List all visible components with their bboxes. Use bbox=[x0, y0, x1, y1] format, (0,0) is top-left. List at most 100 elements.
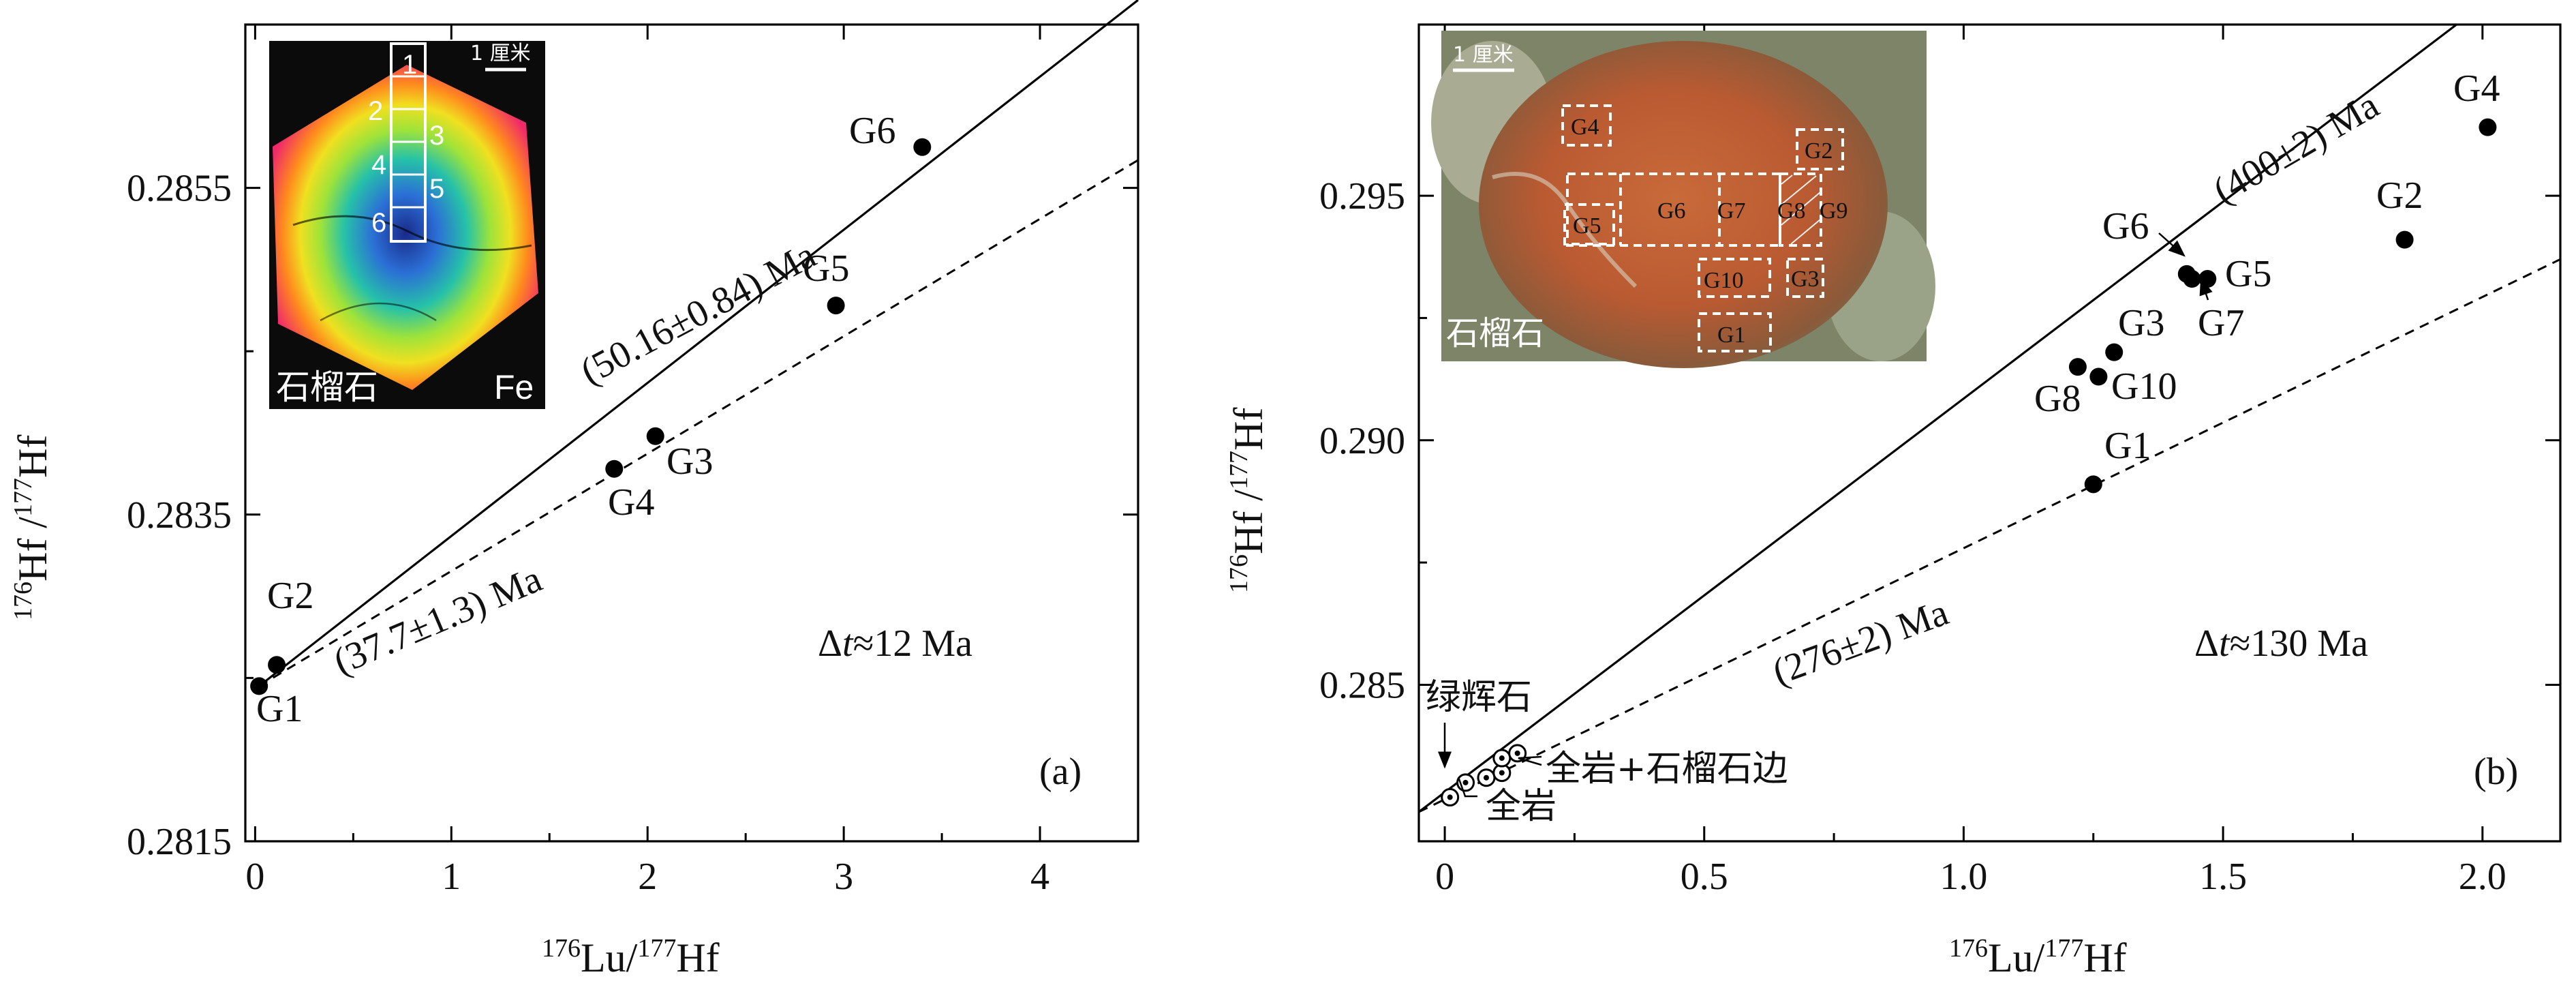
data-point-g4 bbox=[2479, 118, 2497, 136]
isochron-lines-b bbox=[1418, 23, 2561, 813]
callout-whole-rock: 全岩 bbox=[1486, 786, 1557, 827]
x-tick-label: 3 bbox=[834, 856, 853, 898]
inset-element-label: Fe bbox=[494, 368, 534, 406]
zone-label-g5: G5 bbox=[1573, 213, 1601, 239]
data-point-g2 bbox=[2395, 230, 2414, 249]
point-label-g1: G1 bbox=[256, 688, 303, 730]
data-point-g5 bbox=[2198, 270, 2217, 288]
data-points-b bbox=[1441, 118, 2497, 807]
data-point-g8 bbox=[2068, 358, 2087, 376]
x-tick-label: 1.0 bbox=[1939, 856, 1987, 898]
zone-label-g6: G6 bbox=[1657, 198, 1686, 224]
zone-label: 5 bbox=[429, 174, 444, 204]
arrow-g7 bbox=[2199, 277, 2213, 301]
inset-caption-b: 石榴石 bbox=[1446, 314, 1544, 352]
arrow-g6 bbox=[2158, 232, 2186, 257]
point-label-g5: G5 bbox=[803, 247, 849, 290]
zone-label: 4 bbox=[371, 150, 386, 180]
isochron-label-solid-b: (400±2) Ma bbox=[2207, 84, 2387, 212]
callout-bracket-whole-rock bbox=[1457, 777, 1477, 798]
x-tick-label: 2 bbox=[638, 856, 657, 898]
x-tick-label: 4 bbox=[1030, 856, 1049, 898]
callout-bracket-rim bbox=[1518, 755, 1542, 766]
zone-label-g4: G4 bbox=[1571, 115, 1599, 140]
data-point-g1 bbox=[2084, 475, 2102, 494]
x-tick-label: 0.5 bbox=[1681, 856, 1728, 898]
x-tick-label: 0 bbox=[245, 856, 264, 898]
zone-label: 6 bbox=[371, 208, 386, 238]
y-tick-label: 0.2855 bbox=[127, 168, 232, 210]
open-data-point-center bbox=[1447, 794, 1453, 800]
isochron-line-solid-b bbox=[1418, 23, 2457, 813]
garnet-photo-inset: G4 G2 G5 G6 G7 G8 G9 G10 G3 G1 1 厘米 石榴石 bbox=[1431, 31, 1935, 368]
panel-label-a: (a) bbox=[1039, 751, 1082, 793]
callout-whole-rock-rim: 全岩+石榴石边 bbox=[1546, 749, 1788, 789]
point-label-g7: G7 bbox=[2198, 302, 2244, 344]
open-data-point-center bbox=[1462, 779, 1469, 785]
point-label-g3: G3 bbox=[666, 440, 713, 483]
y-axis-label-b: 176Hf /177Hf bbox=[1225, 408, 1271, 593]
isochron-label-dashed-b: (276±2) Ma bbox=[1767, 591, 1954, 693]
zone-label-g10: G10 bbox=[1704, 268, 1744, 293]
open-data-point-center bbox=[1514, 750, 1520, 756]
x-axis-label-b: 176Lu/177Hf bbox=[1949, 934, 2127, 980]
ticks-b: 0 0.5 1.0 1.5 2.0 0.285 0.290 0.295 bbox=[1319, 25, 2560, 898]
isochron-label-solid-a: (50.16±0.84) Ma bbox=[574, 234, 823, 393]
zone-label: 1 bbox=[402, 50, 417, 80]
zone-label-g7: G7 bbox=[1717, 198, 1746, 224]
zone-label-g2: G2 bbox=[1805, 138, 1833, 164]
inset-scale-label: 1 厘米 bbox=[470, 42, 531, 65]
data-point-g4 bbox=[605, 460, 624, 478]
data-point-g5 bbox=[827, 297, 845, 315]
point-label-g2: G2 bbox=[267, 575, 313, 617]
point-label-g3: G3 bbox=[2118, 302, 2164, 344]
point-label-g1: G1 bbox=[2104, 425, 2151, 467]
inset-caption: 石榴石 bbox=[276, 367, 378, 407]
plot-frame-a bbox=[244, 23, 1139, 843]
x-axis-label-a: 176Lu/177Hf bbox=[542, 934, 720, 980]
data-point-g2 bbox=[268, 656, 286, 674]
panel-b: 0 0.5 1.0 1.5 2.0 0.285 0.290 0.295 bbox=[1225, 23, 2562, 980]
point-label-g5: G5 bbox=[2225, 253, 2271, 295]
inset-scale-label-b: 1 厘米 bbox=[1453, 43, 1514, 67]
data-point-g3 bbox=[646, 427, 664, 445]
data-point-g6 bbox=[913, 138, 932, 156]
point-label-g10: G10 bbox=[2111, 365, 2177, 408]
point-label-g4: G4 bbox=[2453, 67, 2500, 110]
x-tick-label: 1 bbox=[442, 856, 461, 898]
y-tick-label: 0.285 bbox=[1319, 664, 1405, 706]
point-label-g4: G4 bbox=[608, 481, 654, 524]
point-label-g6: G6 bbox=[849, 110, 895, 152]
y-tick-label: 0.295 bbox=[1319, 175, 1405, 217]
x-tick-label: 1.5 bbox=[2199, 856, 2247, 898]
open-data-point-center bbox=[1483, 774, 1489, 781]
data-points-a bbox=[250, 138, 932, 695]
delta-t-annotation-a: Δt≈12 Ma bbox=[818, 622, 972, 665]
data-point-g1 bbox=[250, 677, 269, 695]
open-data-point-center bbox=[1499, 770, 1505, 776]
point-label-g6: G6 bbox=[2102, 205, 2149, 247]
isochron-lines-a bbox=[258, 0, 1139, 687]
open-data-point-center bbox=[1499, 755, 1505, 762]
data-point-g10 bbox=[2089, 367, 2108, 386]
data-point-g7 bbox=[2183, 270, 2201, 288]
zone-label: 3 bbox=[429, 121, 444, 151]
y-axis-label-a: 176Hf /177Hf bbox=[9, 435, 55, 620]
zone-label-g9: G9 bbox=[1820, 198, 1848, 224]
y-tick-label: 0.2815 bbox=[127, 821, 232, 863]
delta-t-annotation-b: Δt≈130 Ma bbox=[2194, 622, 2368, 665]
isochron-line-dashed-a bbox=[258, 159, 1139, 687]
zone-label: 2 bbox=[368, 96, 383, 126]
point-label-g2: G2 bbox=[2376, 175, 2423, 217]
fe-map-inset: 1 2 3 4 5 6 1 厘米 石榴石 Fe bbox=[269, 41, 545, 409]
zone-label-g1: G1 bbox=[1717, 322, 1746, 348]
panel-label-b: (b) bbox=[2474, 751, 2518, 793]
y-tick-label: 0.290 bbox=[1319, 420, 1405, 462]
isochron-label-dashed-a: (37.7±1.3) Ma bbox=[328, 558, 548, 683]
isochron-line-solid-a bbox=[258, 0, 1139, 687]
x-tick-label: 2.0 bbox=[2459, 856, 2506, 898]
point-label-g8: G8 bbox=[2034, 378, 2081, 420]
